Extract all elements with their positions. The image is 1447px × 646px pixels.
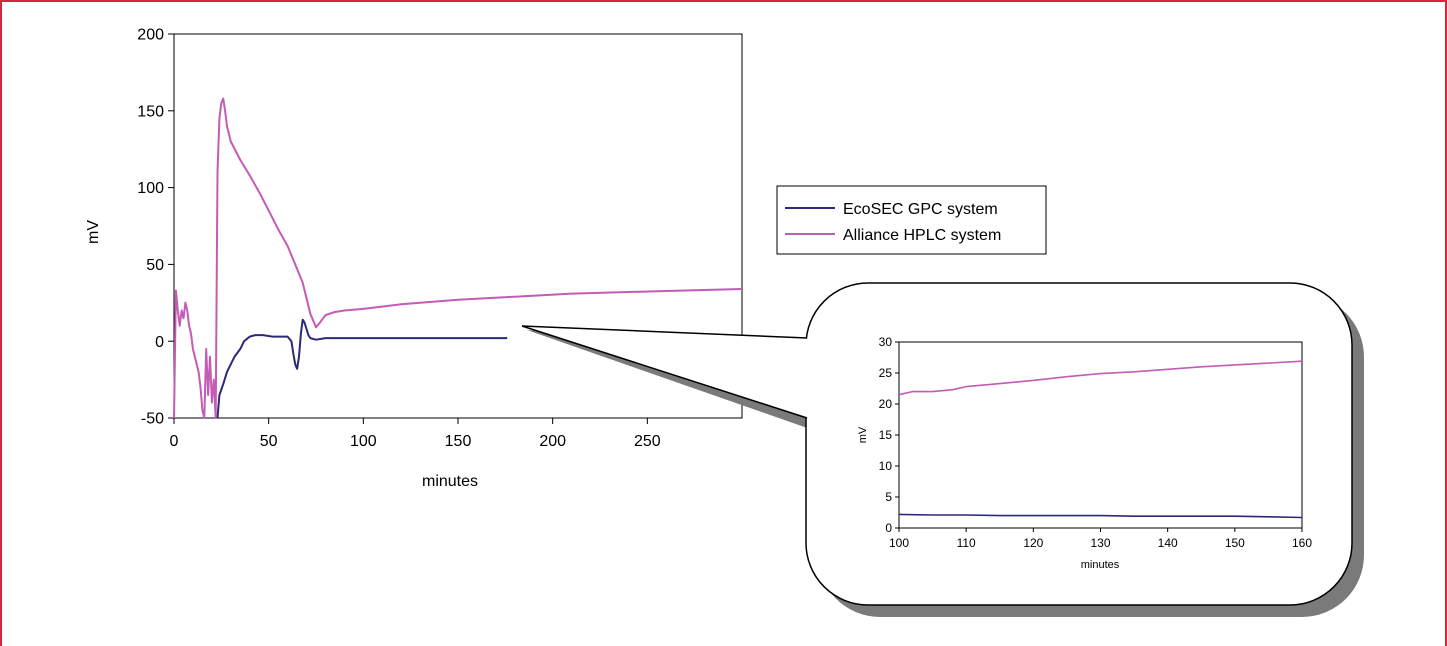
inset-y-tick-label: 30 [879, 335, 893, 349]
main-x-tick-label: 150 [445, 433, 472, 450]
inset-y-tick-label: 25 [879, 366, 893, 380]
main-x-axis-title: minutes [422, 473, 478, 490]
main-x-tick-label: 200 [539, 433, 566, 450]
inset-x-tick-label: 130 [1090, 536, 1110, 550]
inset-x-tick-label: 150 [1225, 536, 1245, 550]
inset-x-tick-label: 100 [889, 536, 909, 550]
main-x-tick-label: 0 [170, 433, 179, 450]
inset-y-axis-title: mV [857, 426, 869, 443]
inset-y-tick-label: 15 [879, 428, 893, 442]
legend-label-alliance: Alliance HPLC system [843, 227, 1001, 244]
inset-y-tick-label: 0 [885, 521, 892, 535]
inset-y-tick-label: 20 [879, 397, 893, 411]
inset-x-tick-label: 160 [1292, 536, 1312, 550]
inset-plot-area [898, 341, 1303, 529]
legend: EcoSEC GPC system Alliance HPLC system [776, 185, 1047, 255]
inset-x-tick-label: 120 [1023, 536, 1043, 550]
main-x-tick-label: 100 [350, 433, 377, 450]
callout-pointer-edge-bottom [521, 325, 808, 419]
inset-series-ecosec-line [898, 513, 1303, 519]
main-y-tick-label: 150 [137, 103, 164, 120]
inset-y-tick-label: 10 [879, 459, 893, 473]
main-y-ticks: 200 150 100 50 0 -50 [137, 27, 174, 428]
main-x-ticks: 0 50 100 150 200 250 [170, 418, 661, 450]
inset-chart: 30 25 20 15 10 5 0 100 110 120 130 140 150 160 minut… [857, 335, 1312, 571]
legend-box [776, 185, 1047, 255]
main-x-tick-label: 250 [634, 433, 661, 450]
inset-x-tick-label: 140 [1158, 536, 1178, 550]
inset-series-alliance-line [898, 360, 1303, 396]
main-y-tick-label: 200 [137, 27, 164, 44]
inset-x-ticks: 100 110 120 130 140 150 160 [889, 528, 1312, 550]
main-y-tick-label: 50 [146, 257, 164, 274]
legend-label-ecosec: EcoSEC GPC system [843, 201, 998, 218]
inset-y-ticks: 30 25 20 15 10 5 0 [879, 335, 899, 535]
inset-x-tick-label: 110 [957, 536, 976, 550]
zoom-callout: 30 25 20 15 10 5 0 100 110 120 130 140 150 160 minut… [521, 282, 1364, 617]
inset-series-lines [898, 360, 1303, 519]
inset-y-tick-label: 5 [885, 490, 892, 504]
main-y-tick-label: 0 [155, 334, 164, 351]
main-series-ecosec-line [216, 318, 508, 419]
main-y-tick-label: 100 [137, 180, 164, 197]
inset-x-axis-title: minutes [1081, 559, 1120, 571]
main-y-tick-label: -50 [141, 411, 164, 428]
main-series-alliance-line [173, 97, 743, 419]
callout-pointer-edge-top [521, 325, 808, 339]
main-series-lines [173, 97, 743, 419]
main-x-tick-label: 50 [260, 433, 278, 450]
main-y-axis-title: mV [85, 220, 102, 244]
